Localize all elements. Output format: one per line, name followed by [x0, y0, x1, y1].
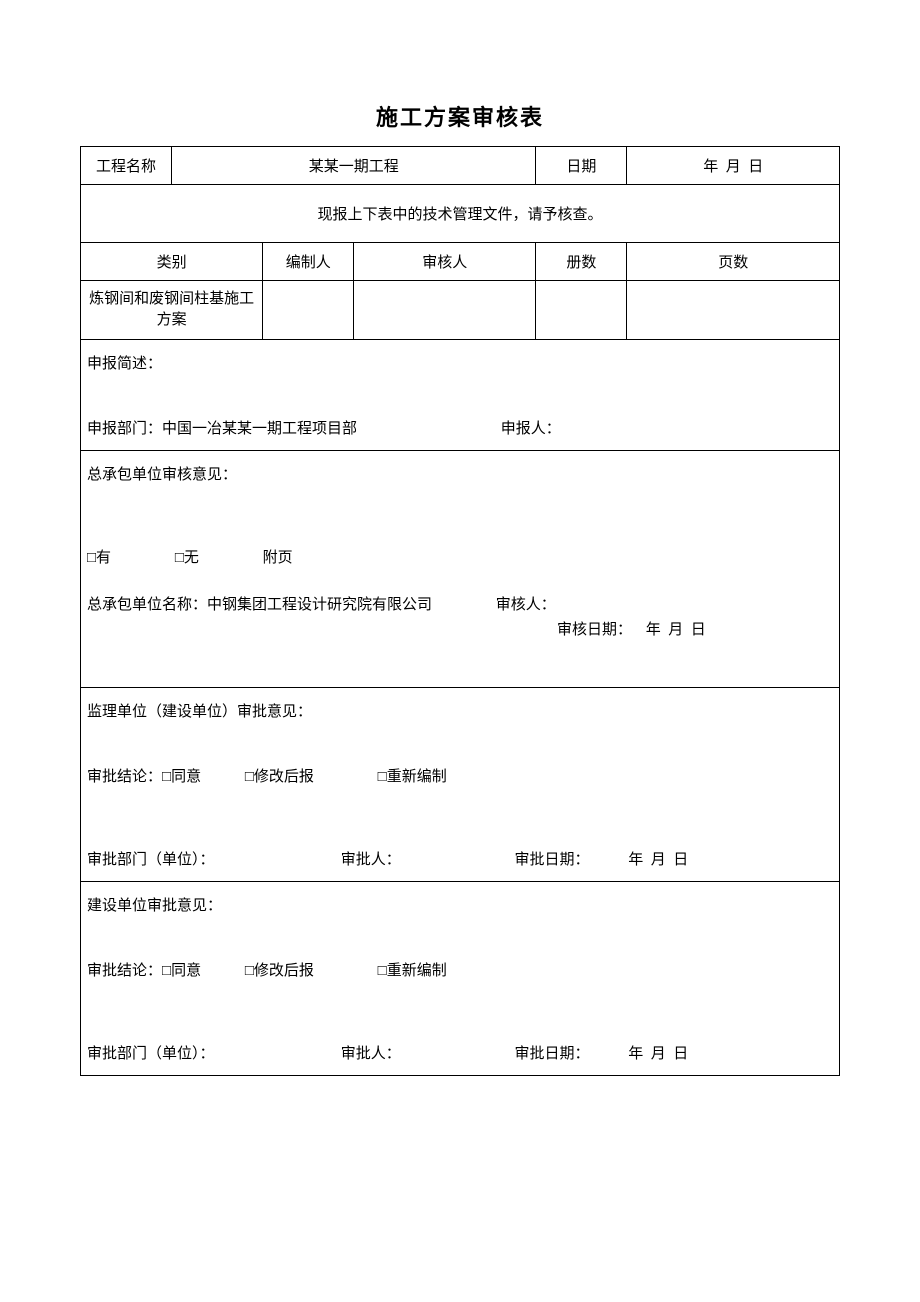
contractor-opinion-title: 总承包单位审核意见：: [87, 463, 833, 484]
review-date-value: 年 月 日: [646, 618, 706, 639]
section-owner-opinion: 建设单位审批意见： 审批结论：□同意 □修改后报 □重新编制 审批部门（单位）：…: [81, 882, 840, 1076]
opt-revise-2: □修改后报: [245, 959, 314, 980]
brief-label: 申报简述：: [87, 352, 833, 373]
row-project: 工程名称 某某一期工程 日期 年 月 日: [81, 147, 840, 185]
section3-conclusion: 审批结论：□同意 □修改后报 □重新编制: [87, 765, 833, 786]
conclusion-label: 审批结论：: [87, 765, 162, 786]
conclusion-label-2: 审批结论：: [87, 959, 162, 980]
opt-no: □无: [175, 546, 199, 567]
label-project-name: 工程名称: [81, 147, 172, 185]
opt-agree: □同意: [162, 765, 201, 786]
review-form-table: 工程名称 某某一期工程 日期 年 月 日 现报上下表中的技术管理文件，请予核查。…: [80, 146, 840, 1076]
header-compiler: 编制人: [263, 243, 354, 281]
header-pages: 页数: [627, 243, 840, 281]
opt-redo: □重新编制: [378, 765, 447, 786]
cell-compiler: [263, 281, 354, 340]
approval-dept-label: 审批部门（单位）：: [87, 848, 337, 869]
owner-date-label: 审批日期：: [515, 1042, 625, 1063]
section3-cell: 监理单位（建设单位）审批意见： 审批结论：□同意 □修改后报 □重新编制 审批部…: [81, 688, 840, 882]
owner-approver-label: 审批人：: [341, 1042, 511, 1063]
opt-yes: □有: [87, 546, 111, 567]
owner-title: 建设单位审批意见：: [87, 894, 833, 915]
section2-options: □有 □无 附页: [87, 546, 833, 567]
section-contractor-opinion: 总承包单位审核意见： □有 □无 附页 总承包单位名称：中钢集团工程设计研究院有…: [81, 451, 840, 688]
section-supervisor-opinion: 监理单位（建设单位）审批意见： 审批结论：□同意 □修改后报 □重新编制 审批部…: [81, 688, 840, 882]
approval-date-label: 审批日期：: [515, 848, 625, 869]
reporter-label: 申报人：: [501, 417, 561, 438]
section1-footer: 申报部门：中国一冶某某一期工程项目部 申报人：: [87, 417, 833, 438]
cell-category: 炼钢间和废钢间柱基施工方案: [81, 281, 263, 340]
application-dept-value: 中国一冶某某一期工程项目部: [162, 417, 357, 438]
header-category: 类别: [81, 243, 263, 281]
contractor-unit-value: 中钢集团工程设计研究院有限公司: [207, 593, 432, 614]
row-notice: 现报上下表中的技术管理文件，请予核查。: [81, 185, 840, 243]
owner-dept-label: 审批部门（单位）：: [87, 1042, 337, 1063]
attach-label: 附页: [263, 546, 293, 567]
label-date: 日期: [536, 147, 627, 185]
review-date-label: 审核日期：: [557, 618, 632, 639]
section4-conclusion: 审批结论：□同意 □修改后报 □重新编制: [87, 959, 833, 980]
header-copies: 册数: [536, 243, 627, 281]
cell-pages: [627, 281, 840, 340]
section2-unit-line: 总承包单位名称：中钢集团工程设计研究院有限公司 审核人：: [87, 593, 833, 614]
notice-text: 现报上下表中的技术管理文件，请予核查。: [81, 185, 840, 243]
section3-footer: 审批部门（单位）： 审批人： 审批日期： 年 月 日: [87, 848, 833, 869]
row-headers: 类别 编制人 审核人 册数 页数: [81, 243, 840, 281]
row-data: 炼钢间和废钢间柱基施工方案: [81, 281, 840, 340]
contractor-reviewer-label: 审核人：: [496, 593, 556, 614]
section4-cell: 建设单位审批意见： 审批结论：□同意 □修改后报 □重新编制 审批部门（单位）：…: [81, 882, 840, 1076]
supervisor-title: 监理单位（建设单位）审批意见：: [87, 700, 833, 721]
header-reviewer: 审核人: [354, 243, 536, 281]
opt-revise: □修改后报: [245, 765, 314, 786]
approval-date-value: 年 月 日: [628, 848, 688, 869]
value-date: 年 月 日: [627, 147, 840, 185]
value-project-name: 某某一期工程: [172, 147, 536, 185]
application-dept-label: 申报部门：: [87, 417, 162, 438]
cell-copies: [536, 281, 627, 340]
form-title: 施工方案审核表: [80, 100, 840, 132]
approver-label: 审批人：: [341, 848, 511, 869]
cell-reviewer: [354, 281, 536, 340]
section4-footer: 审批部门（单位）： 审批人： 审批日期： 年 月 日: [87, 1042, 833, 1063]
opt-agree-2: □同意: [162, 959, 201, 980]
page: 施工方案审核表 工程名称 某某一期工程 日期 年 月 日 现报上下表中的技术管理…: [0, 0, 920, 1302]
contractor-unit-label: 总承包单位名称：: [87, 593, 207, 614]
opt-redo-2: □重新编制: [378, 959, 447, 980]
section-application-brief: 申报简述： 申报部门：中国一冶某某一期工程项目部 申报人：: [81, 340, 840, 451]
section2-cell: 总承包单位审核意见： □有 □无 附页 总承包单位名称：中钢集团工程设计研究院有…: [81, 451, 840, 688]
owner-date-value: 年 月 日: [628, 1042, 688, 1063]
section2-date-line: 审核日期： 年 月 日: [87, 618, 833, 639]
section1-cell: 申报简述： 申报部门：中国一冶某某一期工程项目部 申报人：: [81, 340, 840, 451]
